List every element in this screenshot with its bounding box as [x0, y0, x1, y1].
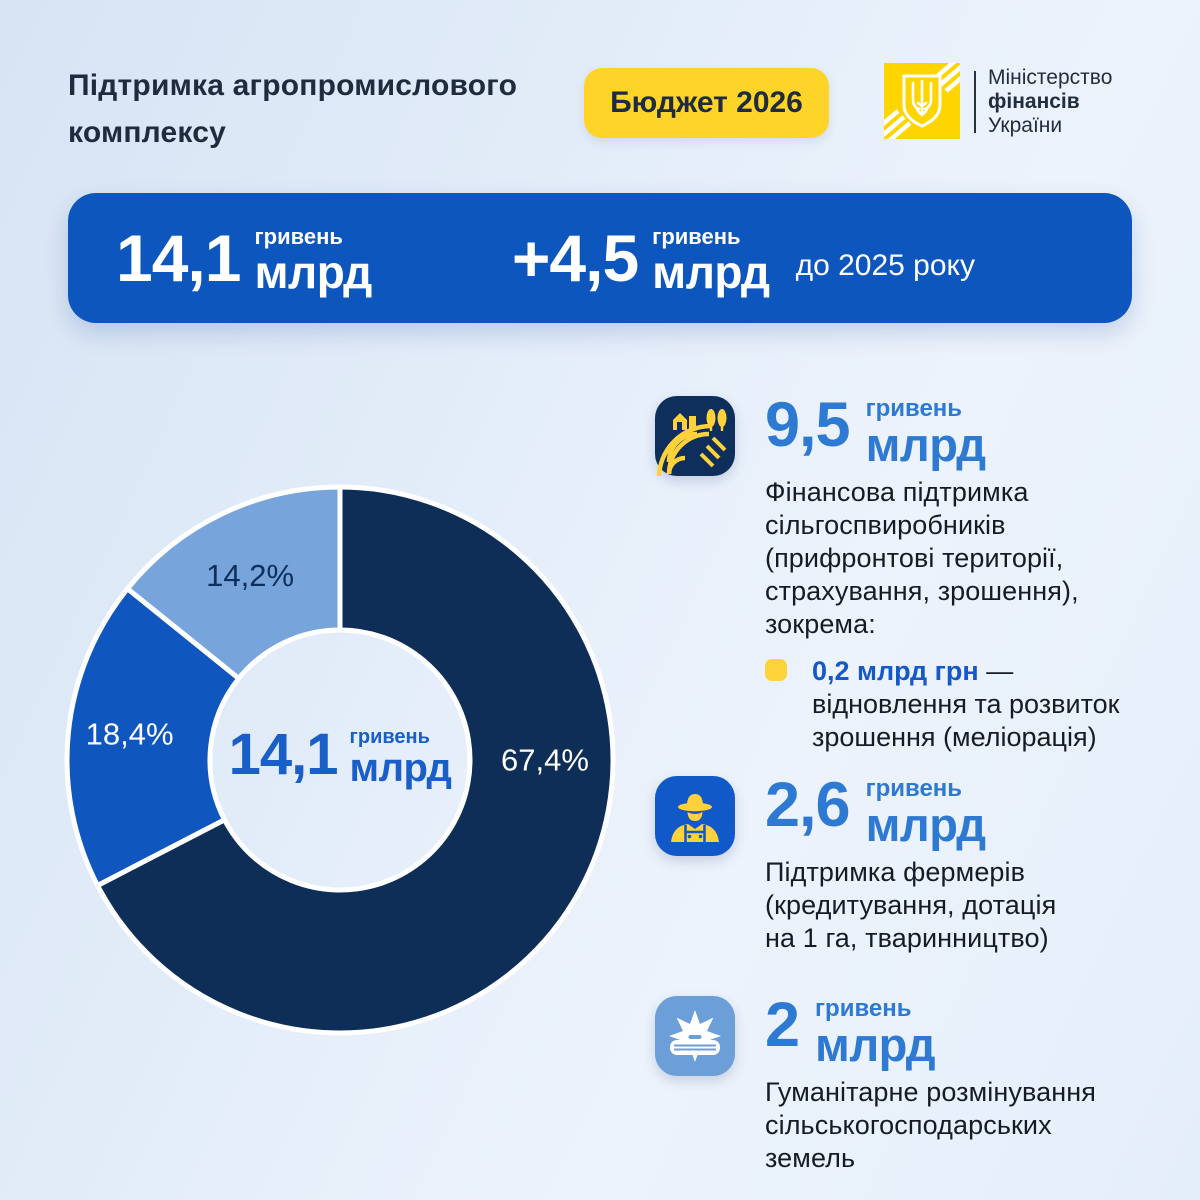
field-icon	[655, 396, 735, 476]
badge-label: Бюджет 2026	[610, 86, 803, 119]
item-amount: 2,6	[765, 770, 851, 840]
item-amount-row: 2 гривень млрд	[765, 990, 936, 1072]
mine-icon	[655, 996, 735, 1076]
budget-item-demining: 2 гривень млрд Гуманітарне розмінування …	[655, 990, 1195, 1175]
donut-slice-label: 18,4%	[86, 717, 174, 752]
donut-slice-label: 14,2%	[206, 558, 294, 593]
ministry-line-2: фінансів	[988, 90, 1080, 113]
donut-center-label: 14,1 гривень млрд	[228, 722, 452, 790]
bullet-square-icon	[765, 659, 787, 682]
page-title: Підтримка агропромислового комплексу	[68, 69, 518, 149]
item-description: Фінансова підтримка сільгоспвиробників (…	[765, 477, 1079, 640]
ministry-logo	[868, 53, 976, 149]
delta-unit: гривень млрд	[652, 224, 770, 298]
sub-item-irrigation: 0,2 млрд грн — відновлення та розвиток з…	[765, 655, 1195, 754]
item-amount: 2	[765, 990, 800, 1060]
delta-amount: +4,5	[511, 221, 639, 295]
ministry-name: Міністерство фінансів України	[988, 66, 1112, 138]
trident-emblem-icon	[868, 53, 976, 149]
item-amount-row: 2,6 гривень млрд	[765, 770, 986, 852]
item-amount-row: 9,5 гривень млрд	[765, 390, 986, 472]
budget-item-farm-support: 9,5 гривень млрд Фінансова підтримка сіл…	[655, 390, 1195, 754]
item-amount: 9,5	[765, 390, 851, 460]
ministry-line-1: Міністерство	[988, 66, 1113, 89]
donut-slice	[64, 586, 242, 888]
total-unit: гривень млрд	[254, 224, 372, 298]
logo-divider	[974, 71, 976, 133]
delta-suffix: до 2025 року	[795, 249, 976, 282]
donut-slice-label: 67,4%	[501, 743, 589, 778]
sub-item-amount: 0,2 млрд грн	[812, 656, 979, 687]
farmer-icon	[655, 776, 735, 856]
budget-2026-badge: Бюджет 2026	[584, 68, 829, 138]
sub-item-dash: —	[986, 656, 1014, 687]
sub-item-text: відновлення та розвиток зрошення (меліор…	[812, 689, 1120, 753]
budget-item-farmers: 2,6 гривень млрд Підтримка фермерів (кре…	[655, 770, 1195, 955]
item-description: Підтримка фермерів (кредитування, дотаці…	[765, 857, 1057, 954]
total-amount: 14,1	[116, 221, 241, 295]
ministry-line-3: України	[988, 114, 1063, 137]
donut-slice	[95, 484, 616, 1036]
total-budget-banner: 14,1 гривень млрд +4,5 гривень млрд до 2…	[68, 193, 1132, 323]
donut-slice	[124, 484, 343, 681]
donut-chart: 67,4% 18,4% 14,2%	[64, 484, 616, 1036]
item-description: Гуманітарне розмінування сільськогоспода…	[765, 1077, 1097, 1174]
